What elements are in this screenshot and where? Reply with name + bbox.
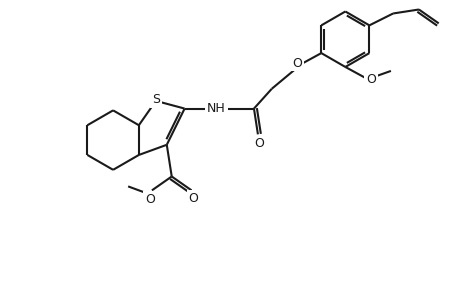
Text: O: O <box>253 137 263 150</box>
Text: O: O <box>188 192 198 205</box>
Text: O: O <box>365 73 375 86</box>
Text: O: O <box>292 56 302 70</box>
Text: S: S <box>151 93 160 106</box>
Text: NH: NH <box>207 102 225 115</box>
Text: O: O <box>145 193 155 206</box>
